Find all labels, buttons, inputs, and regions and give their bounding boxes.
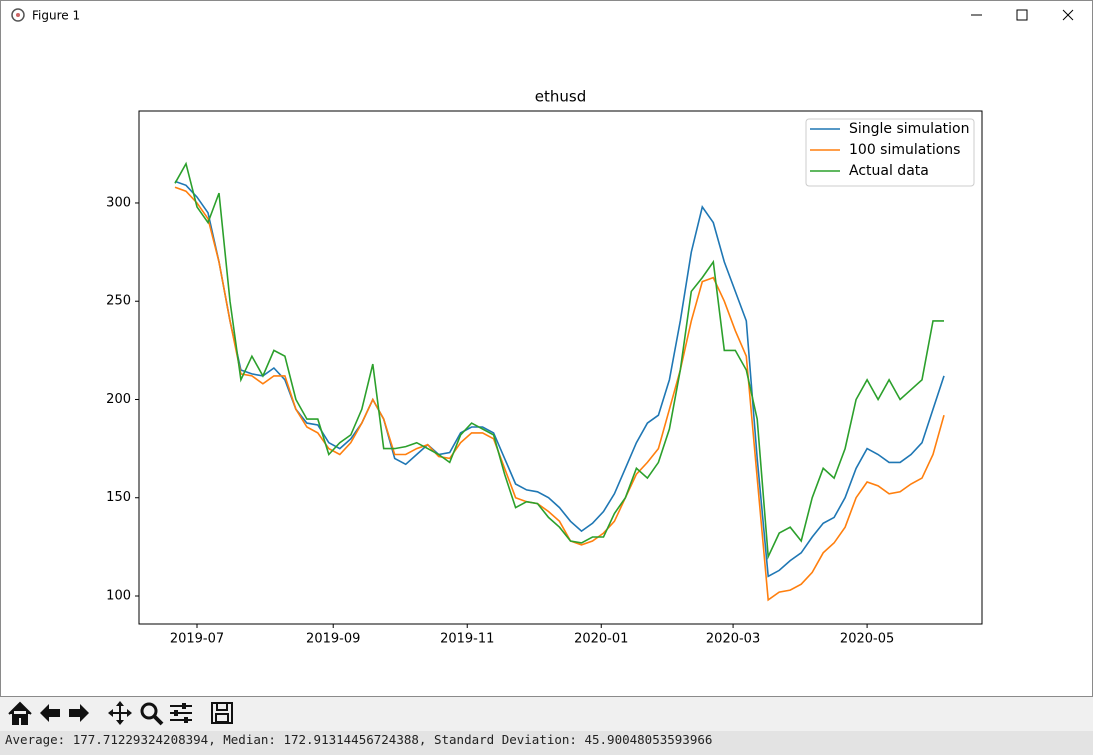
pan-button[interactable]: [106, 699, 134, 727]
window-title: Figure 1: [32, 9, 80, 23]
y-tick-label: 200: [106, 392, 131, 407]
series-line: [174, 180, 945, 578]
chart-title: ethusd: [535, 88, 586, 106]
series-line: [174, 186, 945, 602]
y-tick-label: 150: [106, 490, 131, 505]
status-bar: Average: 177.71229324208394, Median: 172…: [0, 731, 1093, 755]
axes-frame: [138, 110, 983, 625]
home-button[interactable]: [6, 699, 34, 727]
series-line: [174, 161, 944, 560]
configure-button[interactable]: [167, 699, 195, 727]
legend: Single simulation 100 simulations Actual d…: [805, 118, 975, 187]
back-button[interactable]: [36, 699, 64, 727]
app-icon: [11, 8, 25, 22]
window-background: [0, 0, 1093, 697]
x-tick-label: 2019-09: [306, 632, 360, 647]
legend-label: Actual data: [849, 163, 929, 179]
y-tick-label: 300: [106, 195, 131, 210]
x-tick-label: 2019-11: [440, 632, 494, 647]
plot: ethusd 100 150 200 250 300 2019-07 2019-09 2019-…: [106, 88, 983, 647]
x-tick-label: 2020-01: [574, 632, 628, 647]
x-tick-label: 2020-03: [706, 632, 760, 647]
y-tick-label: 100: [106, 588, 131, 603]
x-tick-label: 2020-05: [840, 632, 894, 647]
figure-window: Figure 1 ethusd 100 150 200 250 300 2019-07 201…: [0, 0, 1093, 697]
maximize-button[interactable]: [1016, 9, 1028, 21]
x-tick-label: 2019-07: [170, 632, 224, 647]
toolbar: [0, 697, 1093, 731]
forward-button[interactable]: [65, 699, 93, 727]
zoom-button[interactable]: [137, 699, 165, 727]
close-button[interactable]: [1062, 9, 1074, 21]
y-tick-label: 250: [106, 294, 131, 309]
save-button[interactable]: [208, 699, 236, 727]
legend-label: 100 simulations: [849, 142, 960, 158]
legend-box: [805, 118, 975, 187]
legend-label: Single simulation: [849, 121, 969, 137]
